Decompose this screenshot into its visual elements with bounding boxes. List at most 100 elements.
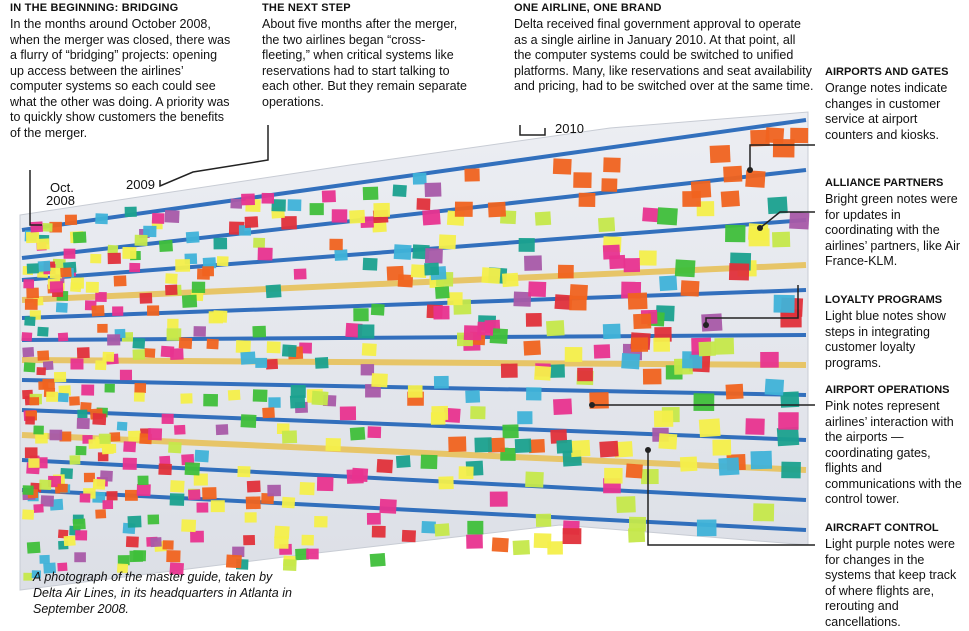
sticky-note [339,406,357,421]
sticky-note [90,253,102,264]
sticky-note [24,316,36,327]
sticky-note [26,287,39,299]
legend-loyalty-text: Light blue notes show steps in integrati… [825,309,946,370]
sticky-note [127,515,142,528]
sticky-note [578,192,596,208]
sticky-note [569,295,587,311]
sticky-note [59,431,72,442]
sticky-note [623,258,641,273]
sticky-note [309,203,324,216]
callout-bridging-heading: IN THE BEGINNING: BRIDGING [10,2,179,14]
sticky-note [295,548,309,561]
sticky-note [169,562,184,576]
sticky-note [465,390,481,403]
sticky-note [137,475,149,486]
sticky-note [349,209,366,224]
sticky-note [266,341,281,354]
sticky-note [30,221,43,233]
sticky-note [83,472,96,483]
sticky-note [314,356,329,369]
sticky-note [35,432,48,444]
sticky-note [656,207,678,226]
sticky-note [95,213,108,225]
sticky-note [674,259,696,278]
sticky-note [63,535,76,547]
sticky-note [70,277,84,289]
sticky-note [577,367,593,382]
sticky-note [75,445,87,456]
sticky-note [301,534,314,546]
sticky-note [159,455,171,466]
sticky-note [599,440,619,458]
sticky-note [88,439,100,449]
sticky-note [160,345,175,358]
sticky-note [57,483,68,493]
legend-aircraft-heading: AIRCRAFT CONTROL [825,522,939,534]
sticky-note [213,237,228,250]
sticky-note [257,247,273,261]
sticky-note [132,349,146,360]
sticky-note [170,480,185,493]
sticky-note [546,320,565,337]
sticky-note [682,191,701,207]
sticky-note [464,168,480,182]
sticky-note [362,186,379,201]
sticky-note [772,139,795,158]
sticky-note [216,256,229,267]
sticky-note [75,530,88,541]
sticky-note [281,496,296,509]
sticky-note [169,493,185,506]
sticky-note [281,344,297,358]
sticky-note [500,363,518,378]
sticky-note [202,266,214,277]
sticky-note [95,509,107,519]
callout-one-airline-heading: ONE AIRLINE, ONE BRAND [514,2,662,14]
sticky-note [168,441,182,454]
sticky-note [25,410,37,421]
sticky-note [265,358,279,370]
sticky-note [212,310,228,323]
sticky-note [124,206,137,218]
sticky-note [109,432,121,442]
sticky-note [225,554,242,569]
sticky-note [562,528,582,545]
sticky-note [420,454,438,470]
sticky-note [487,437,506,453]
sticky-note [682,351,703,369]
sticky-note [570,439,591,458]
sticky-note [240,351,256,365]
sticky-note [72,518,86,530]
sticky-note [64,214,78,225]
sticky-note [659,275,678,292]
sticky-note [421,521,436,534]
sticky-note [534,211,552,226]
sticky-note [181,519,197,533]
sticky-note [781,461,801,479]
sticky-note [54,371,67,383]
sticky-note [81,384,95,396]
sticky-note [167,318,179,329]
sticky-note [416,198,431,211]
sticky-note [463,325,482,341]
sticky-note [725,224,746,243]
sticky-note [125,489,138,501]
sticky-note [316,476,334,492]
sticky-note [181,454,195,466]
sticky-note [158,463,172,476]
sticky-note [602,323,621,340]
sticky-note [122,457,137,470]
sticky-note [139,292,153,304]
sticky-note [161,413,174,425]
sticky-note [604,467,623,484]
sticky-note [102,500,114,510]
sticky-note [422,209,441,226]
sticky-note [552,158,572,175]
sticky-note [268,397,281,408]
leader-aircraft [647,450,818,546]
sticky-note [151,213,165,224]
sticky-note [533,533,552,549]
sticky-note [371,525,386,538]
sticky-note [129,550,144,563]
sticky-note [593,344,611,359]
